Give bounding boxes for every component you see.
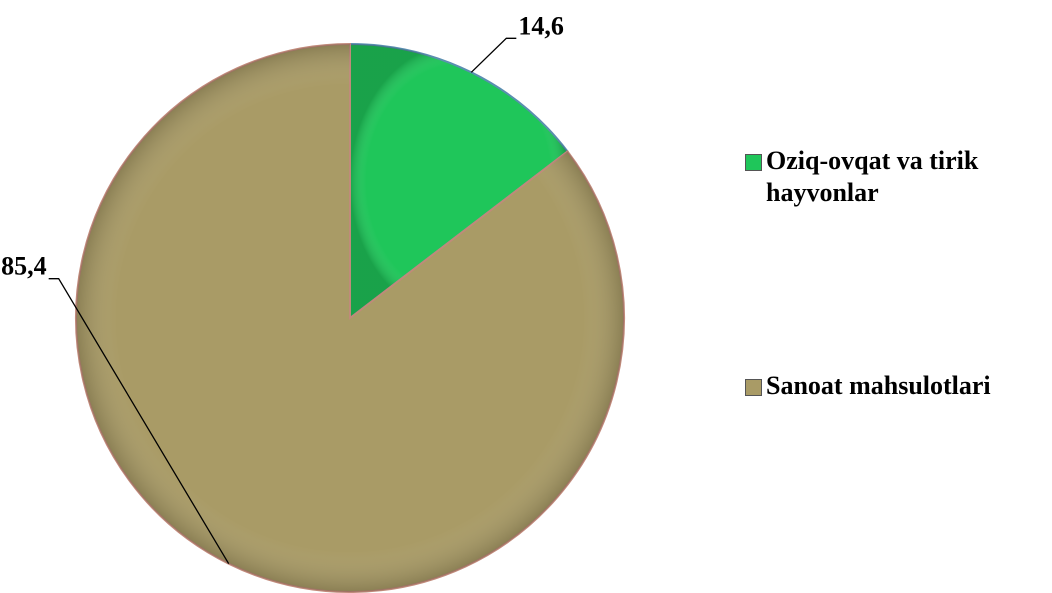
data-label: 14,6 (518, 11, 564, 40)
legend-swatch (745, 379, 762, 396)
slice-shade (75, 44, 625, 592)
slice-shade (350, 44, 568, 318)
legend-label: Sanoat mahsulotlari (766, 371, 991, 400)
data-label: 85,4 (1, 252, 47, 281)
legend-label: Oziq-ovqat va tirik hayvonlar (766, 146, 979, 207)
legend-item: Oziq-ovqat va tirik hayvonlar (745, 145, 1045, 209)
leader-line (470, 37, 517, 73)
legend-item: Sanoat mahsulotlari (745, 370, 1045, 402)
leader-line (48, 278, 230, 565)
legend-swatch (745, 154, 762, 171)
